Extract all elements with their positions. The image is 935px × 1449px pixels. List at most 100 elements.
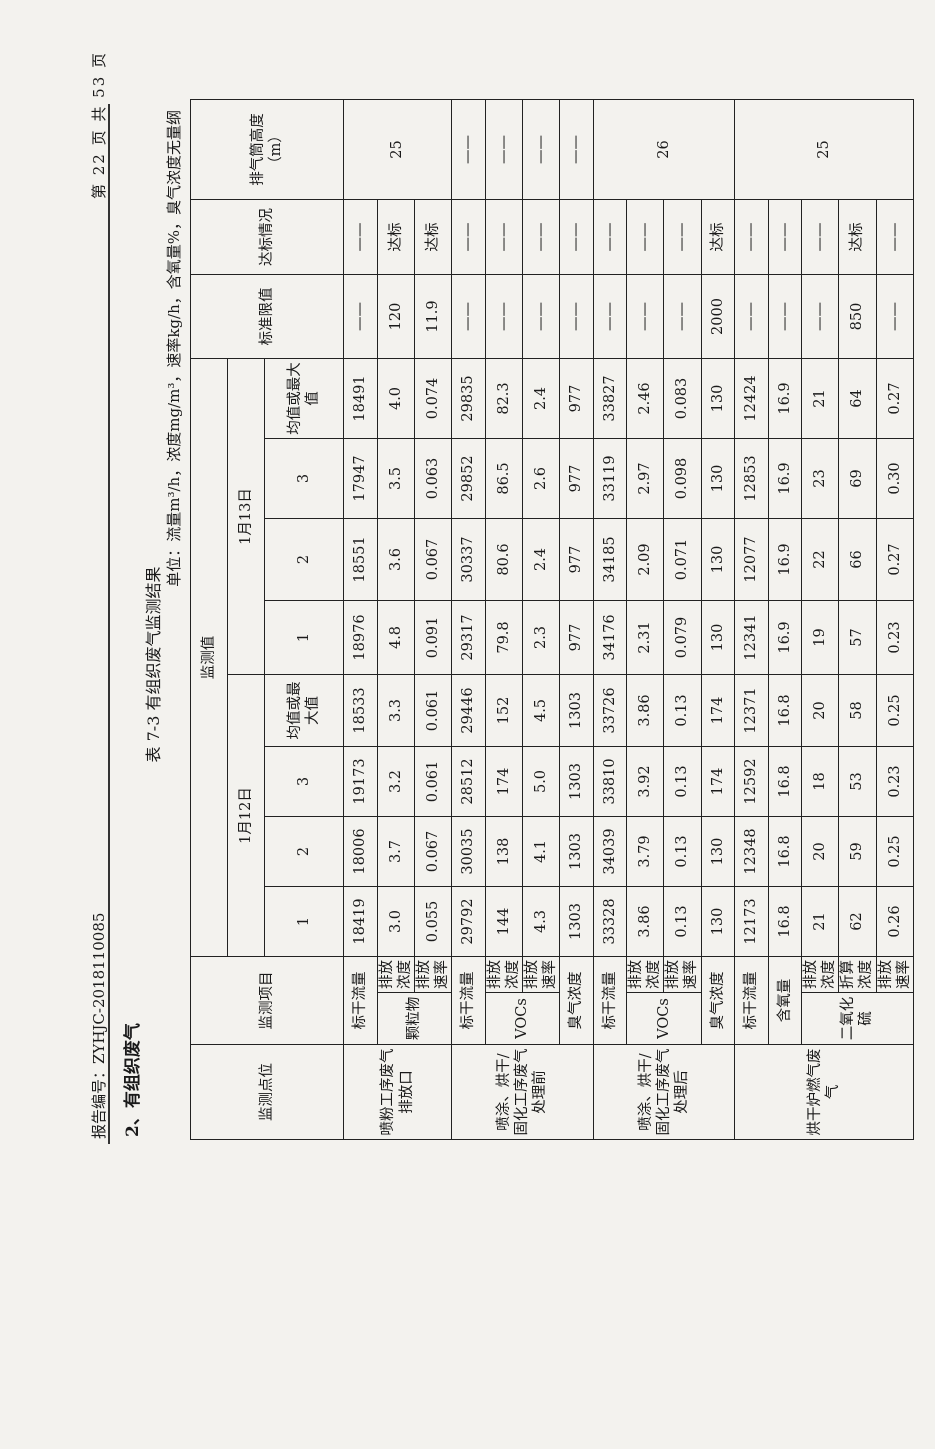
header-cell: 3 <box>264 746 344 817</box>
limit-cell: —— <box>663 274 701 359</box>
value-cell: 0.23 <box>876 600 914 675</box>
limit-cell: —— <box>768 274 802 359</box>
status-cell: 达标 <box>377 199 415 275</box>
value-cell: 16.8 <box>768 816 802 887</box>
value-cell: 0.055 <box>414 886 452 957</box>
value-cell: 30035 <box>451 816 485 887</box>
value-cell: 80.6 <box>485 518 523 601</box>
value-cell: 18976 <box>343 600 377 675</box>
value-cell: 1303 <box>559 674 593 747</box>
sub-item-cell: 排放速率 <box>414 956 452 993</box>
value-cell: 18491 <box>343 358 377 439</box>
value-cell: 34185 <box>593 518 627 601</box>
value-cell: 16.9 <box>768 518 802 601</box>
value-cell: 130 <box>701 438 735 519</box>
sub-item-cell: 排放速率 <box>876 956 914 993</box>
value-cell: 17947 <box>343 438 377 519</box>
header-cell: 2 <box>264 518 344 601</box>
status-cell: —— <box>876 199 914 275</box>
value-cell: 59 <box>838 816 876 887</box>
limit-cell: —— <box>343 274 377 359</box>
value-cell: 0.079 <box>663 600 701 675</box>
value-cell: 4.5 <box>522 674 560 747</box>
value-cell: 20 <box>801 674 839 747</box>
unit-note: 单位：流量m³/h，浓度mg/m³，速率kg/h，含氧量%，臭气浓度无量纲 <box>165 110 183 587</box>
value-cell: 152 <box>485 674 523 747</box>
table-row: 排放速率 0.26 0.25 0.23 0.25 0.23 0.27 0.30 0.27 —— —— <box>876 100 914 1140</box>
value-cell: 174 <box>485 746 523 817</box>
header-cell: 标准限值 <box>190 274 344 359</box>
table-row: 排放速率 0.055 0.067 0.061 0.061 0.091 0.067 0.063 0… <box>414 100 452 1140</box>
item-cell: VOCs <box>485 992 560 1045</box>
value-cell: 2.3 <box>522 600 560 675</box>
table-row: 喷粉工序废气排放口 标干流量 18419 18006 19173 18533 18976 18… <box>343 99 452 1140</box>
value-cell: 18551 <box>343 518 377 601</box>
value-cell: 0.071 <box>663 518 701 601</box>
value-cell: 3.79 <box>626 816 664 887</box>
value-cell: 130 <box>701 600 735 675</box>
value-cell: 3.86 <box>626 886 664 957</box>
value-cell: 29852 <box>451 438 485 519</box>
value-cell: 2.31 <box>626 600 664 675</box>
value-cell: 3.3 <box>377 674 415 747</box>
table-row: VOCs 排放浓度 3.86 3.79 3.92 3.86 2.31 2.09 2.97 2.46… <box>626 100 701 1140</box>
value-cell: 0.061 <box>414 746 452 817</box>
item-cell: 标干流量 <box>451 956 485 1045</box>
item-cell: 二氧化硫 <box>801 992 914 1045</box>
value-cell: 53 <box>838 746 876 817</box>
point-cell: 喷涂、烘干/固化工序废气处理后 <box>593 1044 735 1140</box>
value-cell: 33119 <box>593 438 627 519</box>
value-cell: 0.30 <box>876 438 914 519</box>
status-cell: 达标 <box>701 199 735 275</box>
header-cell: 2 <box>264 816 344 887</box>
table-caption: 表 7-3 有组织废气监测结果 <box>144 566 163 763</box>
value-cell: 174 <box>701 674 735 747</box>
value-cell: 12341 <box>734 600 768 675</box>
table-row: 排放速率 0.13 0.13 0.13 0.13 0.079 0.071 0.098 0.083… <box>663 100 701 1140</box>
table-row: 监测点位 监测项目 监测值 标准限值 达标情况 排气筒高度（m） <box>190 99 344 1140</box>
limit-cell: —— <box>593 274 627 359</box>
value-cell: 0.13 <box>663 816 701 887</box>
height-cell: 25 <box>734 99 914 200</box>
sub-item-cell: 排放浓度 <box>801 956 839 993</box>
value-cell: 22 <box>801 518 839 601</box>
header-cell: 监测值 <box>190 358 228 957</box>
table-row: 臭气浓度 130 130 174 174 130 130 130 130 2000 达标 <box>701 100 735 1140</box>
value-cell: 58 <box>838 674 876 747</box>
limit-cell: —— <box>626 274 664 359</box>
value-cell: 2.4 <box>522 518 560 601</box>
limit-cell: 2000 <box>701 274 735 359</box>
value-cell: 138 <box>485 816 523 887</box>
results-table: 监测点位 监测项目 监测值 标准限值 达标情况 排气筒高度（m） 1月12日 1月13日 1 2 3… <box>190 99 914 1140</box>
value-cell: 79.8 <box>485 600 523 675</box>
table-row: 二氧化硫 排放浓度 21 20 18 20 19 22 23 21 —— —— <box>801 100 914 1140</box>
value-cell: 2.46 <box>626 358 664 439</box>
value-cell: 34176 <box>593 600 627 675</box>
limit-cell: —— <box>485 274 523 359</box>
value-cell: 4.1 <box>522 816 560 887</box>
value-cell: 130 <box>701 886 735 957</box>
table-row: 喷涂、烘干/固化工序废气处理后 标干流量 33328 34039 33810 33726 3… <box>593 99 735 1140</box>
value-cell: 33328 <box>593 886 627 957</box>
value-cell: 21 <box>801 886 839 957</box>
height-cell: 26 <box>593 99 735 200</box>
value-cell: 0.067 <box>414 518 452 601</box>
value-cell: 2.09 <box>626 518 664 601</box>
value-cell: 18419 <box>343 886 377 957</box>
value-cell: 18006 <box>343 816 377 887</box>
value-cell: 0.083 <box>663 358 701 439</box>
value-cell: 12424 <box>734 358 768 439</box>
status-cell: —— <box>626 199 664 275</box>
sub-item-cell: 排放浓度 <box>377 956 415 993</box>
header-cell: 1月13日 <box>227 358 265 675</box>
status-cell: 达标 <box>414 199 452 275</box>
status-cell: —— <box>485 199 523 275</box>
item-cell: 颗粒物 <box>377 992 452 1045</box>
sub-item-cell: 排放速率 <box>522 956 560 993</box>
height-cell: —— <box>451 99 485 200</box>
table-row: VOCs 排放浓度 144 138 174 152 79.8 80.6 86.5 82.3 —— ——… <box>485 99 560 1140</box>
value-cell: 12077 <box>734 518 768 601</box>
table-row: 排放速率 4.3 4.1 5.0 4.5 2.3 2.4 2.6 2.4 —— —— —— <box>522 99 560 1140</box>
item-cell: 标干流量 <box>734 956 768 1045</box>
value-cell: 3.6 <box>377 518 415 601</box>
